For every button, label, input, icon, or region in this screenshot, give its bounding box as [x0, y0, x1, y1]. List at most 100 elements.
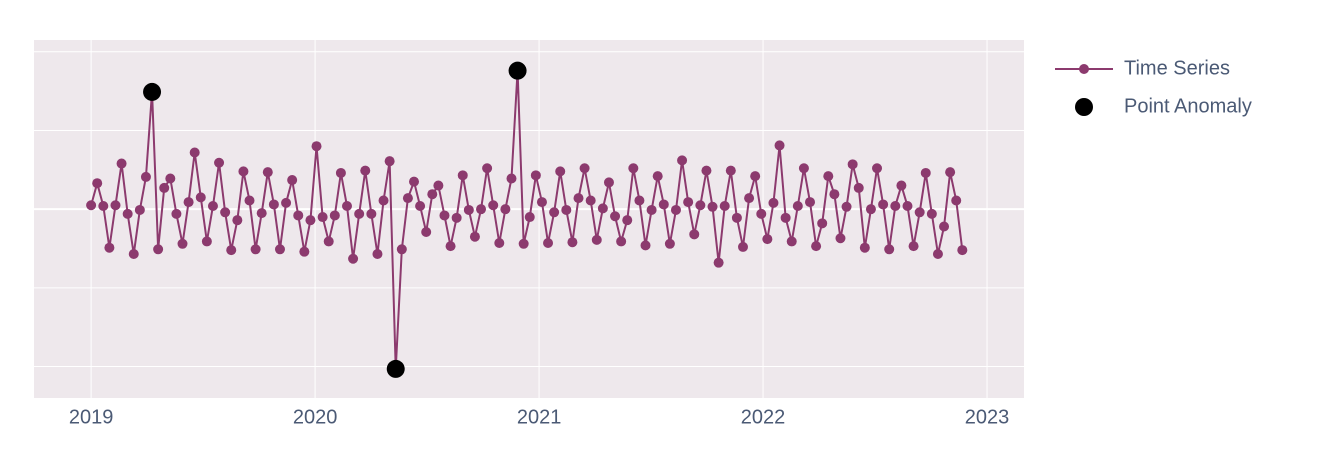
point-marker [421, 226, 432, 237]
point-marker [872, 163, 883, 174]
point-marker [183, 197, 194, 208]
point-marker [439, 210, 450, 221]
point-marker [476, 204, 487, 215]
point-marker [664, 238, 675, 249]
point-marker [494, 237, 505, 248]
point-marker [226, 245, 237, 256]
point-marker [646, 204, 657, 215]
point-marker [128, 249, 139, 260]
point-marker [823, 171, 834, 182]
point-marker [603, 177, 614, 188]
point-marker [122, 208, 133, 219]
point-marker [725, 165, 736, 176]
point-marker [445, 241, 456, 252]
x-tick-label: 2022 [741, 406, 786, 428]
point-marker [329, 210, 340, 221]
point-marker [555, 166, 566, 177]
point-marker [939, 221, 950, 232]
point-marker [683, 197, 694, 208]
point-marker [622, 215, 633, 226]
point-marker [731, 212, 742, 223]
point-marker [847, 159, 858, 170]
point-marker [427, 189, 438, 200]
point-marker [341, 201, 352, 212]
point-marker [713, 257, 724, 268]
point-marker [463, 204, 474, 215]
point-marker [482, 163, 493, 174]
point-marker [701, 165, 712, 176]
point-marker [762, 234, 773, 245]
point-marker [756, 208, 767, 219]
point-marker [780, 212, 791, 223]
point-marker [543, 237, 554, 248]
point-marker [750, 171, 761, 182]
point-marker [859, 242, 870, 253]
x-tick-label: 2019 [69, 406, 114, 428]
point-marker [250, 244, 261, 255]
point-marker [835, 233, 846, 244]
point-marker [165, 173, 176, 184]
point-marker [415, 201, 426, 212]
point-marker [238, 166, 249, 177]
point-marker [372, 249, 383, 260]
point-marker [366, 208, 377, 219]
point-marker [524, 212, 535, 223]
point-marker [585, 195, 596, 206]
point-marker [348, 253, 359, 264]
point-marker [908, 241, 919, 252]
point-marker [640, 240, 651, 251]
point-marker [628, 163, 639, 174]
point-marker [573, 193, 584, 204]
point-marker [652, 171, 663, 182]
x-tick-label: 2020 [293, 406, 338, 428]
x-tick-label: 2023 [965, 406, 1010, 428]
point-marker [677, 155, 688, 166]
point-marker [579, 163, 590, 174]
point-marker [134, 204, 145, 215]
point-marker [262, 167, 273, 178]
point-marker [195, 192, 206, 203]
point-marker [768, 197, 779, 208]
point-marker [811, 241, 822, 252]
point-marker [610, 211, 621, 222]
point-marker [256, 208, 267, 219]
point-marker [932, 249, 943, 260]
point-marker [488, 200, 499, 211]
point-marker [189, 147, 200, 158]
point-marker [384, 156, 395, 167]
point-marker [110, 200, 121, 211]
point-marker [268, 199, 279, 210]
point-marker [98, 201, 109, 212]
point-marker [433, 180, 444, 191]
point-marker [890, 201, 901, 212]
point-marker [451, 212, 462, 223]
point-marker [707, 201, 718, 212]
point-marker [926, 208, 937, 219]
legend-marker [1075, 98, 1093, 116]
point-marker [457, 170, 468, 181]
point-marker [658, 199, 669, 210]
point-marker [549, 207, 560, 218]
anomaly-marker [508, 61, 527, 80]
point-marker [232, 215, 243, 226]
point-marker [616, 236, 627, 247]
point-marker [689, 229, 700, 240]
point-marker [518, 238, 529, 249]
point-marker [786, 236, 797, 247]
legend-label: Point Anomaly [1124, 95, 1252, 117]
point-marker [402, 193, 413, 204]
point-marker [159, 182, 170, 193]
anomaly-marker [143, 82, 162, 101]
point-marker [299, 246, 310, 257]
point-marker [171, 208, 182, 219]
point-marker [951, 195, 962, 206]
point-marker [805, 197, 816, 208]
point-marker [719, 201, 730, 212]
point-marker [354, 208, 365, 219]
point-marker [293, 210, 304, 221]
point-marker [561, 204, 572, 215]
point-marker [695, 200, 706, 211]
point-marker [116, 158, 127, 169]
point-marker [853, 182, 864, 193]
